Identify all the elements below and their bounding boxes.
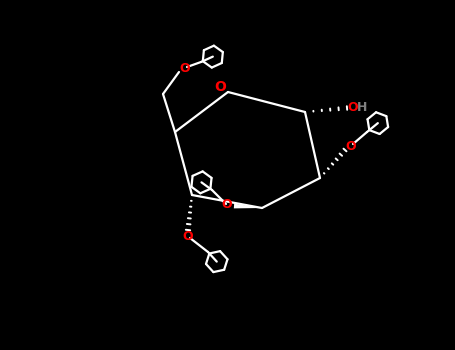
Text: O: O (180, 62, 190, 75)
Text: O: O (346, 140, 356, 153)
Text: O: O (222, 197, 233, 210)
Text: O: O (347, 100, 358, 113)
Text: O: O (214, 80, 226, 94)
Polygon shape (234, 204, 262, 208)
Text: H: H (357, 100, 368, 113)
Text: O: O (183, 231, 193, 244)
